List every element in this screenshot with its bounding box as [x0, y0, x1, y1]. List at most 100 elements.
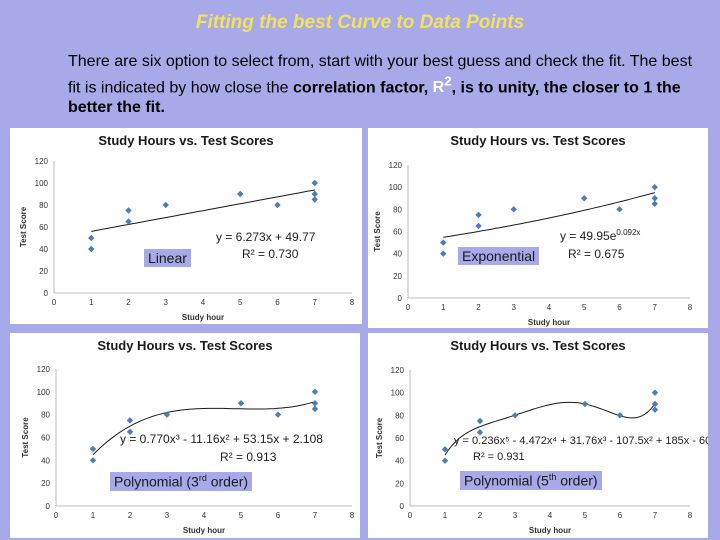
r-squared-label: R² = 0.730: [242, 247, 299, 261]
data-point: [475, 211, 482, 219]
x-tick-label: 1: [441, 303, 446, 312]
y-tick-label: 80: [393, 205, 402, 214]
x-tick-label: 5: [582, 303, 587, 312]
chart-title: Study Hours vs. Test Scores: [98, 133, 273, 148]
x-tick-label: 3: [513, 511, 518, 520]
x-tick-label: 8: [350, 511, 355, 520]
x-tick-label: 0: [406, 303, 411, 312]
data-point: [88, 245, 95, 253]
x-tick-label: 4: [548, 511, 553, 520]
y-tick-label: 0: [400, 502, 405, 511]
x-tick-label: 5: [583, 511, 588, 520]
x-tick-label: 8: [688, 511, 693, 520]
x-tick-label: 6: [617, 303, 622, 312]
fit-label-poly5: Polynomial (5th order): [460, 471, 602, 490]
x-tick-label: 5: [239, 511, 244, 520]
y-tick-label: 60: [39, 223, 48, 232]
data-point: [651, 400, 659, 408]
data-point: [311, 179, 318, 187]
data-point: [441, 457, 449, 464]
x-tick-label: 7: [313, 511, 318, 520]
x-tick-label: 3: [512, 303, 517, 312]
x-tick-label: 3: [164, 298, 169, 307]
data-point: [163, 411, 171, 418]
trendline: [91, 189, 315, 232]
x-tick-label: 1: [443, 511, 448, 520]
fit-label-exponential: Exponential: [458, 247, 540, 265]
x-tick-label: 8: [350, 298, 355, 307]
trendline-equation: y = 0.770x³ - 11.16x² + 53.15x + 2.108: [120, 432, 323, 446]
x-tick-label: 5: [238, 298, 243, 307]
data-point: [311, 196, 318, 203]
x-tick-label: 0: [408, 511, 413, 520]
y-tick-label: 60: [41, 434, 50, 443]
chart-title: Study Hours vs. Test Scores: [97, 338, 272, 353]
fit-label-linear: Linear: [144, 249, 191, 267]
y-tick-label: 80: [395, 411, 404, 420]
y-axis-label: Test Score: [19, 206, 28, 247]
intro-bold-correlation: correlation factor,: [293, 79, 429, 97]
y-tick-label: 40: [395, 457, 404, 466]
chart-panel-linear: Study Hours vs. Test Scores 0 1 2 3 4 5 6 7 8 0 20 4…: [10, 128, 362, 324]
y-tick-label: 20: [395, 479, 404, 488]
r-squared-label: R² = 0.913: [220, 450, 277, 464]
data-point: [511, 412, 519, 419]
data-point: [475, 222, 482, 230]
x-tick-label: 1: [89, 298, 94, 307]
data-point: [651, 200, 658, 207]
data-point: [440, 239, 447, 246]
fit-label-poly3: Polynomial (3rd order): [110, 472, 253, 491]
data-point: [311, 405, 319, 413]
data-point: [311, 400, 319, 407]
x-tick-label: 7: [653, 511, 658, 520]
x-tick-label: 4: [202, 511, 207, 520]
data-point: [651, 406, 659, 413]
y-tick-label: 0: [44, 289, 49, 298]
data-point: [126, 417, 134, 424]
y-tick-label: 0: [46, 502, 51, 511]
data-point: [510, 206, 517, 213]
x-tick-label: 6: [276, 511, 281, 520]
data-point: [616, 206, 623, 213]
y-tick-label: 0: [398, 294, 403, 303]
data-point: [237, 400, 245, 407]
data-point: [441, 446, 449, 453]
y-tick-label: 120: [37, 365, 51, 374]
data-point: [237, 190, 244, 198]
x-tick-label: 4: [201, 298, 206, 307]
y-tick-label: 80: [39, 201, 48, 210]
y-tick-label: 100: [389, 183, 403, 192]
x-tick-label: 0: [52, 298, 57, 307]
y-tick-label: 60: [395, 434, 404, 443]
y-tick-label: 20: [393, 272, 402, 281]
trendline: [444, 401, 656, 456]
slide-title: Fitting the best Curve to Data Points: [195, 12, 525, 33]
data-point: [651, 389, 659, 396]
data-point: [616, 412, 624, 419]
x-tick-label: 3: [165, 511, 170, 520]
y-tick-label: 120: [391, 366, 405, 375]
data-point: [89, 457, 97, 464]
x-tick-label: 6: [618, 511, 623, 520]
intro-r2: R2: [432, 74, 452, 97]
y-tick-label: 40: [39, 245, 48, 254]
y-tick-label: 40: [41, 456, 50, 465]
intro-paragraph: There are six option to select from, sta…: [68, 52, 698, 118]
chart-panel-poly3: Study Hours vs. Test Scores 0 1 2 3 4 5 6 7 8 0 20 4…: [10, 333, 360, 538]
x-axis-label: Study hour: [528, 318, 570, 327]
data-point: [311, 388, 319, 396]
y-tick-label: 60: [393, 228, 402, 237]
chart-title: Study Hours vs. Test Scores: [450, 338, 625, 353]
x-tick-label: 0: [54, 511, 59, 520]
data-point: [581, 195, 588, 202]
data-point: [88, 234, 95, 242]
r-squared-label: R² = 0.675: [568, 247, 625, 261]
data-point: [651, 195, 658, 202]
y-tick-label: 20: [41, 479, 50, 488]
x-tick-label: 7: [653, 303, 658, 312]
y-axis-label: Test Score: [375, 417, 384, 458]
data-point: [440, 250, 447, 257]
